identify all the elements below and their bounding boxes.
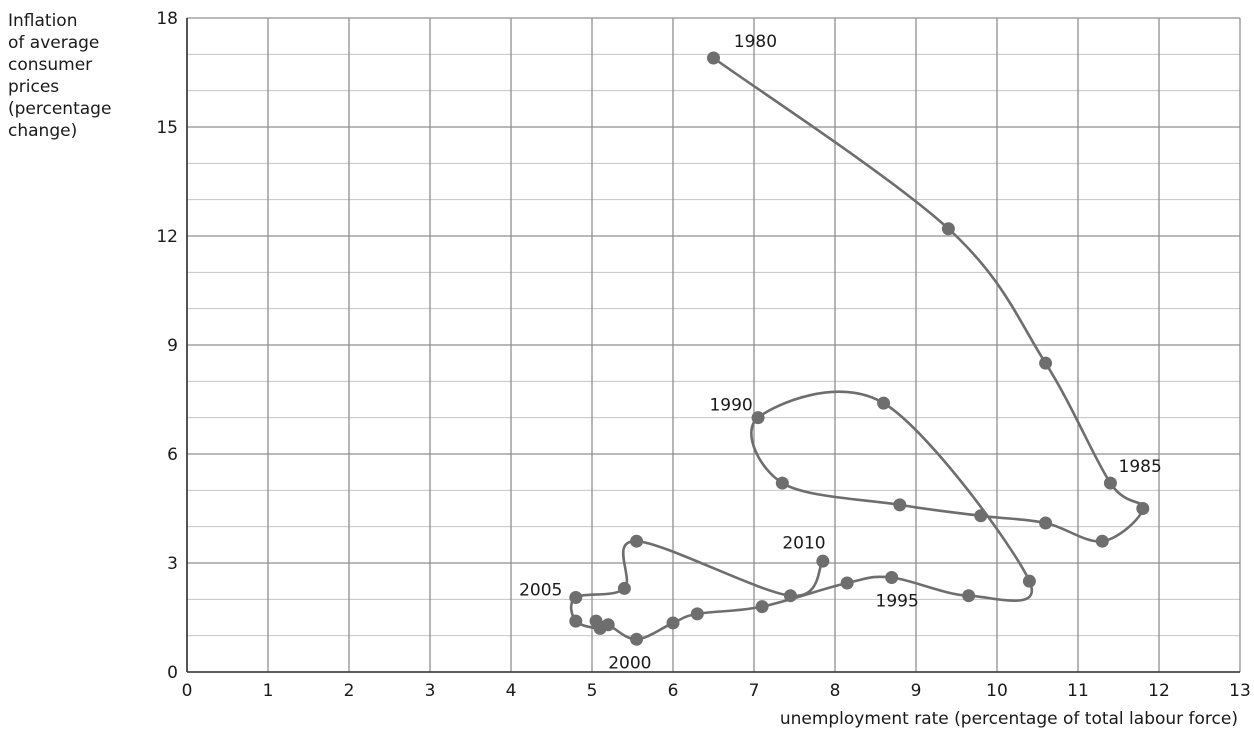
- data-point: [893, 498, 907, 512]
- x-tick-labels: 0 1 2 3 4 5 6 7 8 9 10 11 12 13: [182, 681, 1251, 701]
- x-tick-label: 13: [1229, 681, 1251, 701]
- x-tick-label: 5: [587, 681, 598, 701]
- data-point: [1136, 502, 1150, 515]
- y-axis-label-line: change): [8, 121, 77, 141]
- y-tick-label: 0: [167, 663, 178, 683]
- axes: [186, 18, 1240, 673]
- y-axis-label-line: consumer: [8, 55, 92, 75]
- y-axis-label-line: Inflation: [8, 11, 77, 31]
- year-label: 1995: [876, 592, 919, 612]
- data-point: [974, 509, 988, 523]
- y-tick-label: 9: [167, 336, 178, 356]
- y-tick-label: 18: [156, 9, 178, 29]
- y-tick-label: 12: [156, 227, 178, 247]
- year-annotations: 1980 1985 1990 1995 2000 2005 2010: [519, 32, 1162, 673]
- data-point: [593, 621, 607, 635]
- data-point: [751, 411, 765, 425]
- x-tick-label: 2: [344, 681, 355, 701]
- data-point: [569, 591, 583, 605]
- x-tick-label: 3: [425, 681, 436, 701]
- y-tick-labels: 0 3 6 9 12 15 18: [156, 9, 178, 683]
- data-point: [783, 589, 797, 603]
- x-tick-label: 6: [668, 681, 679, 701]
- year-label: 1980: [734, 32, 777, 52]
- data-point: [962, 589, 976, 603]
- x-tick-label: 0: [182, 681, 193, 701]
- x-axis-label: unemployment rate (percentage of total l…: [780, 709, 1238, 729]
- y-axis-label-line: prices: [8, 77, 59, 97]
- data-point: [569, 614, 583, 628]
- x-tick-label: 1: [263, 681, 274, 701]
- data-point: [1095, 534, 1109, 548]
- y-axis-label-line: (percentage: [8, 99, 111, 119]
- y-axis-label: Inflation of average consumer prices (percen…: [8, 11, 111, 141]
- y-tick-label: 6: [167, 445, 178, 465]
- data-point: [1103, 476, 1117, 490]
- x-tick-label: 11: [1067, 681, 1089, 701]
- x-tick-label: 7: [749, 681, 760, 701]
- data-point: [1039, 516, 1053, 530]
- data-point: [840, 576, 854, 590]
- data-point: [816, 554, 830, 568]
- year-label: 1990: [709, 395, 752, 415]
- data-points: [569, 51, 1150, 646]
- x-tick-label: 8: [830, 681, 841, 701]
- series-path: [569, 56, 1145, 641]
- data-point: [690, 607, 704, 621]
- data-point: [630, 632, 644, 646]
- data-point: [617, 581, 631, 595]
- x-tick-label: 10: [986, 681, 1008, 701]
- year-label: 1985: [1119, 457, 1162, 477]
- y-tick-label: 15: [156, 118, 178, 138]
- data-point: [941, 222, 955, 236]
- x-tick-label: 12: [1148, 681, 1170, 701]
- data-point: [1022, 574, 1036, 588]
- data-point: [775, 476, 789, 490]
- y-tick-label: 3: [167, 554, 178, 574]
- data-point: [755, 600, 769, 614]
- grid-lines: [186, 17, 1241, 673]
- series-line: [569, 56, 1145, 641]
- data-point: [877, 396, 891, 410]
- data-point: [885, 571, 899, 585]
- year-label: 2010: [782, 533, 825, 553]
- data-point: [1039, 356, 1053, 370]
- data-point: [666, 616, 680, 630]
- y-axis-label-line: of average: [8, 33, 99, 53]
- data-point: [707, 51, 720, 65]
- x-tick-label: 4: [506, 681, 517, 701]
- x-tick-label: 9: [911, 681, 922, 701]
- data-point: [630, 534, 644, 548]
- year-label: 2005: [519, 581, 562, 601]
- year-label: 2000: [608, 653, 651, 673]
